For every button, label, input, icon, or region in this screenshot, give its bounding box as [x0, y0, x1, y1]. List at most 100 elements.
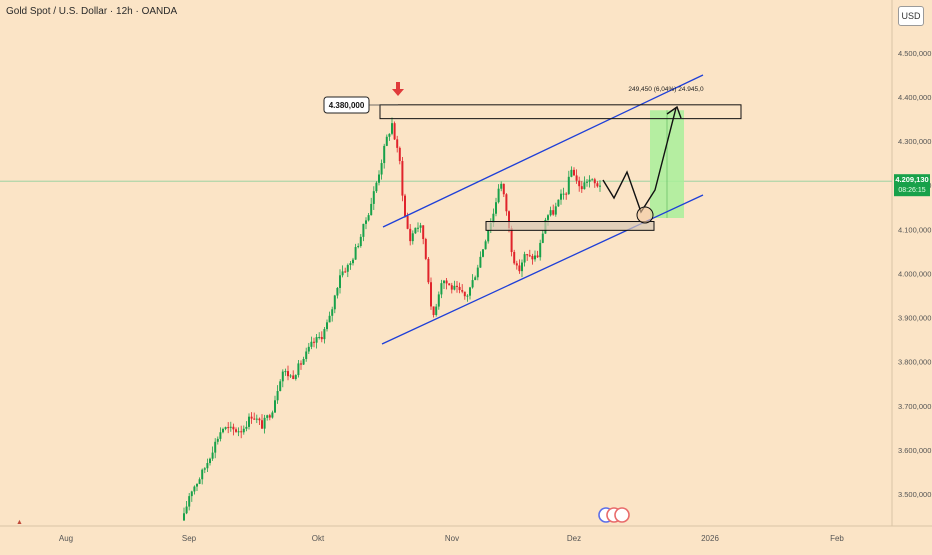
- candle-body: [352, 259, 354, 264]
- candle-body: [427, 258, 430, 283]
- candle-body: [203, 468, 206, 470]
- candle-body: [365, 220, 367, 224]
- channel-lower-line: [381, 194, 704, 345]
- candle-body: [305, 351, 308, 360]
- candle-body: [320, 336, 323, 340]
- candle-body: [599, 185, 601, 187]
- candle-body: [318, 336, 321, 338]
- candle-body: [547, 215, 549, 220]
- candle-body: [510, 228, 513, 252]
- channel-upper-line: [382, 74, 704, 228]
- candle-body: [258, 418, 261, 421]
- candle-body: [235, 429, 237, 432]
- candle-body: [552, 210, 555, 215]
- candle-body: [333, 295, 336, 310]
- candle-body: [222, 428, 224, 433]
- candle-body: [453, 285, 456, 290]
- resistance-label: 4.380,000: [329, 101, 365, 110]
- candle-body: [588, 179, 591, 182]
- candle-body: [586, 181, 588, 183]
- candle-body: [398, 147, 401, 162]
- candle-body: [367, 215, 370, 221]
- top-arrow-head: [392, 89, 404, 96]
- candle-body: [196, 483, 198, 487]
- x-tick-label: Nov: [445, 534, 459, 543]
- y-tick-label: 4.400,000: [898, 93, 931, 102]
- candle-body: [385, 136, 388, 146]
- candle-body: [557, 199, 560, 207]
- candle-body: [432, 306, 435, 315]
- candle-body: [393, 123, 396, 140]
- candle-body: [357, 245, 360, 248]
- candle-body: [313, 341, 315, 343]
- candle-body: [201, 469, 204, 480]
- currency-button[interactable]: USD: [898, 6, 924, 26]
- candle-body: [471, 280, 474, 288]
- resistance-zone: [379, 104, 742, 120]
- candle-body: [575, 175, 578, 181]
- candle-body: [482, 249, 484, 257]
- candle-body: [341, 271, 344, 276]
- candle-body: [216, 438, 219, 442]
- candle-body: [240, 431, 243, 433]
- candle-body: [375, 182, 378, 192]
- candle-body: [297, 363, 300, 376]
- candle-body: [266, 415, 269, 418]
- x-tick-label: Sep: [182, 534, 197, 543]
- candle-body: [508, 211, 510, 229]
- candle-body: [469, 287, 471, 296]
- candle-body: [307, 346, 310, 352]
- y-tick-label: 4.100,000: [898, 225, 931, 234]
- candle-body: [344, 271, 347, 273]
- candle-body: [549, 210, 552, 216]
- candle-body: [380, 163, 383, 175]
- candle-body: [326, 322, 328, 330]
- candle-body: [229, 426, 232, 428]
- candle-body: [227, 427, 230, 429]
- candle-body: [294, 375, 297, 380]
- candle-body: [567, 176, 570, 194]
- candle-body: [209, 458, 211, 464]
- candle-body: [219, 432, 222, 439]
- candle-body: [263, 417, 266, 429]
- candle-body: [541, 233, 544, 243]
- candle-body: [409, 228, 412, 242]
- candle-body: [289, 375, 292, 377]
- candle-body: [492, 213, 495, 223]
- x-tick-label: Feb: [830, 534, 844, 543]
- candle-body: [336, 287, 339, 296]
- candle-body: [536, 255, 539, 258]
- candle-body: [458, 286, 461, 291]
- candle-body: [339, 275, 341, 288]
- candle-body: [580, 186, 583, 190]
- candle-body: [391, 123, 393, 134]
- candle-body: [224, 427, 227, 429]
- x-tick-label: Okt: [312, 534, 325, 543]
- candle-body: [424, 239, 427, 259]
- candle-body: [456, 285, 458, 287]
- current-price-label: 4.209,130: [895, 175, 928, 184]
- candle-body: [255, 418, 258, 420]
- candle-body: [443, 280, 445, 284]
- candle-body: [593, 179, 596, 184]
- candle-body: [383, 145, 386, 164]
- candle-body: [206, 463, 209, 469]
- candle-body: [487, 230, 490, 242]
- candle-body: [440, 283, 443, 295]
- candle-body: [198, 479, 201, 484]
- candle-body: [531, 255, 534, 260]
- candle-body: [437, 294, 440, 307]
- y-tick-label: 3.900,000: [898, 314, 931, 323]
- candle-body: [292, 375, 295, 380]
- candle-body: [528, 255, 531, 257]
- chart-title: Gold Spot / U.S. Dollar · 12h · OANDA: [6, 6, 178, 17]
- support-touch-marker: [636, 206, 654, 224]
- candle-body: [422, 225, 425, 240]
- candle-body: [518, 265, 521, 272]
- candle-body: [388, 133, 391, 137]
- support-zone: [485, 221, 655, 231]
- candle-body: [406, 215, 409, 229]
- candle-body: [414, 227, 417, 234]
